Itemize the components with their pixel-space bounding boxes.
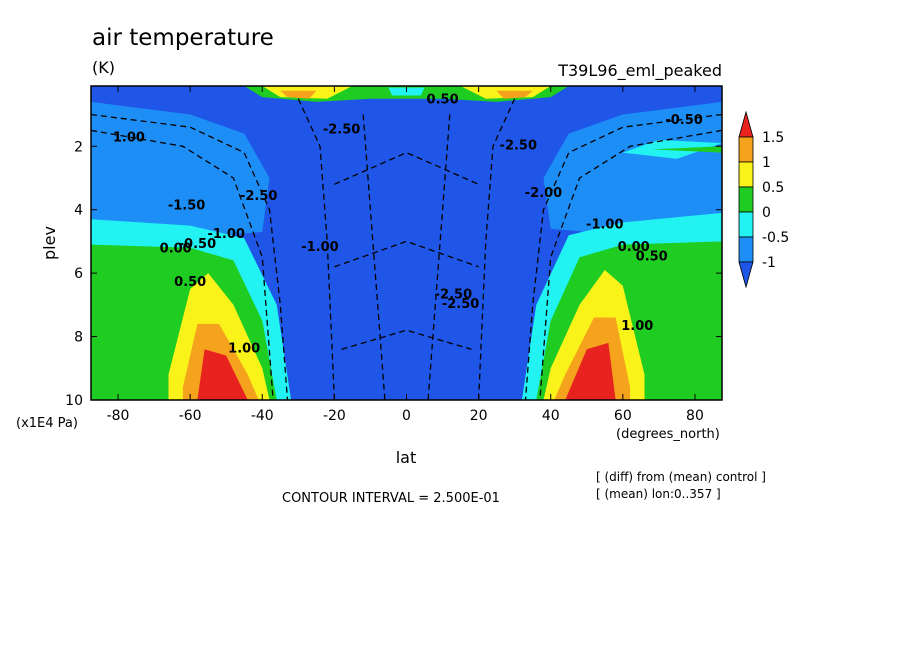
contour-label-13: -2.50 xyxy=(435,288,472,303)
x-tick-label: 60 xyxy=(614,408,632,424)
x-tick-label: 0 xyxy=(402,408,411,424)
colorbar-segment xyxy=(738,136,754,163)
contour-lines xyxy=(91,98,722,400)
colorbar-label: 0.5 xyxy=(762,180,784,196)
filled-contours xyxy=(91,86,722,400)
contour-line-6 xyxy=(539,129,722,400)
contour-region-2 xyxy=(543,101,722,239)
contour-region-13 xyxy=(197,349,248,400)
contour-label-4: -2.50 xyxy=(500,138,537,153)
x-axis: -80 -60 -40 -20 0 20 40 60 80 xyxy=(107,86,704,424)
contour-label-16: -1.00 xyxy=(586,218,623,233)
contour-label-1: 0.50 xyxy=(427,92,459,107)
contour-label-3: -2.50 xyxy=(323,123,360,138)
contour-label-11: -2.50 xyxy=(240,189,277,204)
contour-label-2: -0.50 xyxy=(665,113,702,128)
x-tick-label: 40 xyxy=(542,408,560,424)
y-tick-label: 4 xyxy=(74,203,83,219)
contour-region-1 xyxy=(91,101,270,242)
contour-line-7 xyxy=(524,113,722,400)
y-tick-label: 6 xyxy=(74,266,83,282)
contour-label-17: 0.00 xyxy=(618,240,650,255)
colorbar: 1.5 1 0.5 0 -0.5 -1 xyxy=(738,110,789,289)
x-tick-label: 80 xyxy=(686,408,704,424)
x-tick-label: -80 xyxy=(107,408,130,424)
contour-label-14: -2.50 xyxy=(442,297,479,312)
x-tick-label: -60 xyxy=(179,408,202,424)
contour-line-4 xyxy=(427,114,451,400)
contour-label-12: -1.00 xyxy=(301,240,338,255)
contour-region-19 xyxy=(496,90,533,99)
chart-title: air temperature xyxy=(92,25,274,51)
contour-label-10: 1.00 xyxy=(228,341,260,356)
y-tick-label: 8 xyxy=(74,330,83,346)
colorbar-segment xyxy=(738,186,754,213)
contour-region-8 xyxy=(651,146,722,153)
y-units: (x1E4 Pa) xyxy=(16,416,78,431)
y-axis: 2 4 6 8 10 xyxy=(65,139,722,409)
contour-line-0 xyxy=(91,113,289,400)
colorbar-arrow-bottom xyxy=(738,261,754,289)
colorbar-label: 1 xyxy=(762,155,771,171)
colorbar-label: 0 xyxy=(762,205,771,221)
contour-label-7: -0.50 xyxy=(179,237,216,252)
x-tick-label: -40 xyxy=(251,408,274,424)
colorbar-label: 1.5 xyxy=(762,130,784,146)
plot-area: 1.000.50-0.50-2.50-2.50-1.50-1.00-0.500.… xyxy=(90,85,723,401)
experiment-label: T39L96_eml_peaked xyxy=(557,61,722,81)
y-tick-label: 10 xyxy=(65,393,83,409)
contour-label-19: 1.00 xyxy=(621,319,653,334)
contour-line-3 xyxy=(362,114,386,400)
contour-line-10 xyxy=(341,329,472,350)
colorbar-segment xyxy=(738,236,754,263)
contour-label-18: 0.50 xyxy=(636,249,668,264)
contour-label-0: 1.00 xyxy=(113,131,145,146)
contour-label-5: -1.50 xyxy=(168,199,205,214)
note-diff: [ (diff) from (mean) control ] xyxy=(596,470,766,484)
y-tick-label: 2 xyxy=(74,139,83,155)
colorbar-label: -1 xyxy=(762,255,776,271)
contour-labels: 1.000.50-0.50-2.50-2.50-1.50-1.00-0.500.… xyxy=(113,92,703,356)
contour-label-9: 0.50 xyxy=(174,275,206,290)
contour-region-14 xyxy=(565,342,616,400)
contour-line-8 xyxy=(334,151,479,185)
x-units: (degrees_north) xyxy=(616,427,720,442)
y-axis-label: plev xyxy=(40,226,59,260)
x-axis-label: lat xyxy=(396,448,417,467)
colorbar-arrow-top xyxy=(738,110,754,138)
x-tick-label: -20 xyxy=(323,408,346,424)
contour-label-8: 0.00 xyxy=(160,242,192,257)
chart-units: (K) xyxy=(92,58,115,77)
colorbar-segment xyxy=(738,161,754,188)
note-mean: [ (mean) lon:0..357 ] xyxy=(596,487,721,501)
colorbar-segment xyxy=(738,211,754,238)
colorbar-label: -0.5 xyxy=(762,230,789,246)
contour-line-9 xyxy=(334,240,479,268)
contour-label-15: -2.00 xyxy=(525,186,562,201)
contour-interval: CONTOUR INTERVAL = 2.500E-01 xyxy=(282,491,500,506)
x-tick-label: 20 xyxy=(470,408,488,424)
contour-region-18 xyxy=(280,90,317,99)
contour-line-1 xyxy=(91,129,274,400)
contour-label-6: -1.00 xyxy=(207,227,244,242)
